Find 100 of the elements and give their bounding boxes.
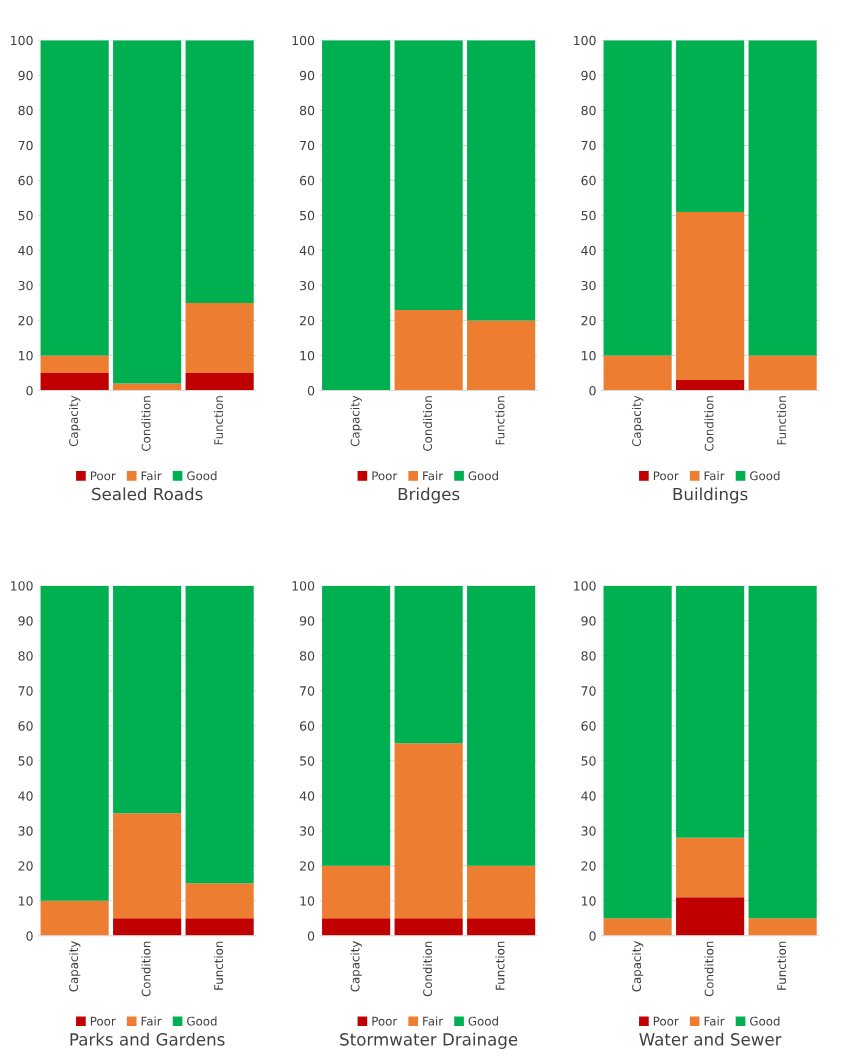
y-tick-label: 100 (574, 35, 596, 46)
bar (676, 837, 745, 898)
legend-label: Poor (372, 1016, 398, 1026)
x-tick-label: Condition (704, 941, 714, 997)
bar (40, 585, 109, 901)
y-tick-label: 30 (581, 826, 596, 836)
bar (394, 40, 463, 310)
y-tick-label: 30 (18, 280, 33, 291)
bar (113, 918, 182, 936)
bar (113, 40, 182, 384)
x-tick-label: Capacity (68, 941, 81, 992)
bar (40, 900, 109, 936)
x-tick-label: Function (495, 941, 505, 990)
x-tick-label: Condition (141, 941, 151, 997)
bar (322, 918, 391, 936)
y-tick-label: 70 (18, 140, 33, 151)
legend-label: Poor (372, 471, 398, 481)
bar (113, 383, 182, 391)
x-tick-label: Capacity (350, 395, 362, 447)
bar (322, 585, 391, 866)
legend-label: Fair (423, 1016, 444, 1026)
y-tick-label: 20 (300, 861, 315, 871)
y-tick-label: 20 (581, 315, 596, 326)
y-tick-label: 90 (581, 70, 596, 81)
bar (185, 883, 254, 919)
bar (603, 585, 672, 919)
y-tick-label: 100 (11, 35, 33, 46)
legend-label: Good (187, 1016, 217, 1026)
x-tick-label: Condition (141, 396, 151, 451)
y-tick-label: 80 (581, 105, 596, 116)
bar (603, 355, 672, 391)
y-tick-label: 10 (300, 350, 315, 361)
y-tick-label: 10 (581, 896, 596, 906)
bar (748, 918, 817, 936)
x-tick-label: Function (213, 941, 224, 990)
y-tick-label: 50 (300, 210, 315, 221)
y-tick-label: 90 (581, 616, 596, 626)
x-tick-label: Condition (704, 396, 714, 451)
bar (676, 211, 745, 380)
legend-label: Good (468, 471, 498, 481)
y-tick-label: 90 (18, 616, 33, 626)
y-tick-label: 70 (18, 686, 33, 696)
y-tick-label: 80 (18, 651, 33, 661)
bar (113, 585, 182, 814)
bar (603, 40, 672, 356)
bar (40, 355, 109, 373)
bar (676, 585, 745, 838)
text: Stormwater Drainage (340, 1032, 518, 1049)
bar (467, 320, 536, 391)
bar (185, 40, 254, 303)
x-tick-label: Function (776, 396, 787, 445)
y-tick-label: 10 (300, 896, 315, 906)
y-tick-label: 30 (581, 280, 596, 291)
legend-label: Fair (141, 471, 162, 481)
y-tick-label: 70 (581, 686, 596, 696)
y-tick-label: 100 (292, 35, 315, 46)
x-tick-label: Capacity (350, 941, 362, 992)
y-tick-label: 0 (589, 931, 596, 941)
y-tick-label: 10 (18, 896, 33, 906)
x-tick-label: Capacity (68, 395, 81, 447)
y-tick-label: 40 (581, 791, 596, 801)
bar (322, 40, 391, 391)
y-tick-label: 60 (581, 721, 596, 731)
x-tick-label: Capacity (631, 395, 644, 447)
y-tick-label: 60 (18, 721, 33, 731)
x-tick-label: Function (776, 941, 787, 990)
y-tick-label: 60 (299, 721, 315, 731)
y-tick-label: 80 (299, 651, 315, 661)
y-tick-label: 0 (26, 385, 33, 396)
y-tick-label: 90 (299, 616, 315, 626)
legend-label: Good (468, 1016, 498, 1026)
y-tick-label: 70 (581, 140, 596, 151)
y-tick-label: 40 (299, 791, 315, 801)
x-tick-label: Condition (422, 396, 433, 451)
bar (467, 865, 536, 919)
y-tick-label: 60 (299, 175, 315, 186)
y-tick-label: 10 (581, 350, 596, 361)
bar (676, 897, 745, 936)
bar (322, 865, 391, 919)
legend-label: Poor (653, 471, 679, 481)
y-tick-label: 0 (26, 931, 33, 941)
bar (40, 40, 109, 356)
y-tick-label: 20 (18, 861, 33, 871)
y-tick-label: 70 (300, 686, 315, 696)
bar (113, 813, 182, 919)
legend-label: Poor (90, 1016, 116, 1026)
legend-label: Fair (704, 1016, 725, 1026)
legend-label: Good (750, 1016, 780, 1026)
y-tick-label: 90 (299, 70, 315, 81)
y-tick-label: 60 (581, 175, 596, 186)
y-tick-label: 100 (11, 581, 33, 591)
y-tick-label: 80 (581, 651, 596, 661)
y-tick-label: 30 (300, 280, 315, 291)
y-tick-label: 30 (18, 826, 33, 836)
text: Sealed Roads (92, 487, 203, 501)
y-tick-label: 30 (300, 826, 315, 836)
text: Buildings (673, 487, 748, 504)
y-tick-label: 80 (299, 105, 315, 116)
legend-label: Good (187, 471, 217, 481)
y-tick-label: 10 (18, 350, 33, 361)
